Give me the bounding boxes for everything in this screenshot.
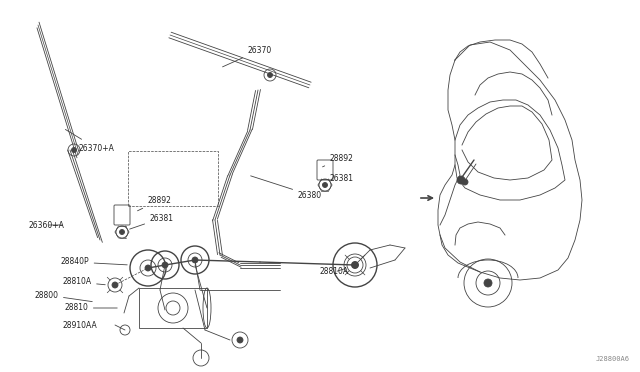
Text: 28910AA: 28910AA [62, 321, 97, 330]
Text: 28810A: 28810A [320, 267, 349, 276]
Text: 26370: 26370 [223, 45, 272, 67]
Circle shape [457, 176, 465, 184]
Circle shape [462, 179, 468, 185]
Circle shape [484, 279, 492, 287]
Text: 28810A: 28810A [62, 278, 105, 286]
Circle shape [192, 257, 198, 263]
Circle shape [352, 262, 358, 268]
Text: 28892: 28892 [138, 196, 172, 211]
Text: 26381: 26381 [323, 173, 354, 184]
Text: 28800: 28800 [34, 291, 92, 302]
Circle shape [72, 148, 77, 153]
Text: 28892: 28892 [323, 154, 354, 167]
Circle shape [237, 337, 243, 343]
Text: 28840P: 28840P [60, 257, 127, 266]
Circle shape [162, 262, 168, 268]
Text: J28800A6: J28800A6 [596, 356, 630, 362]
Text: 26381: 26381 [130, 214, 174, 229]
Circle shape [120, 230, 125, 234]
Circle shape [268, 73, 273, 77]
Circle shape [145, 265, 151, 271]
Text: 26360+A: 26360+A [28, 221, 64, 230]
Circle shape [323, 183, 328, 187]
Circle shape [112, 282, 118, 288]
Text: 26370+A: 26370+A [65, 129, 114, 153]
Circle shape [351, 262, 358, 269]
Bar [139, 288, 207, 328]
Text: 28810: 28810 [64, 304, 117, 312]
Text: 26380: 26380 [251, 176, 322, 199]
Bar [128, 151, 218, 206]
